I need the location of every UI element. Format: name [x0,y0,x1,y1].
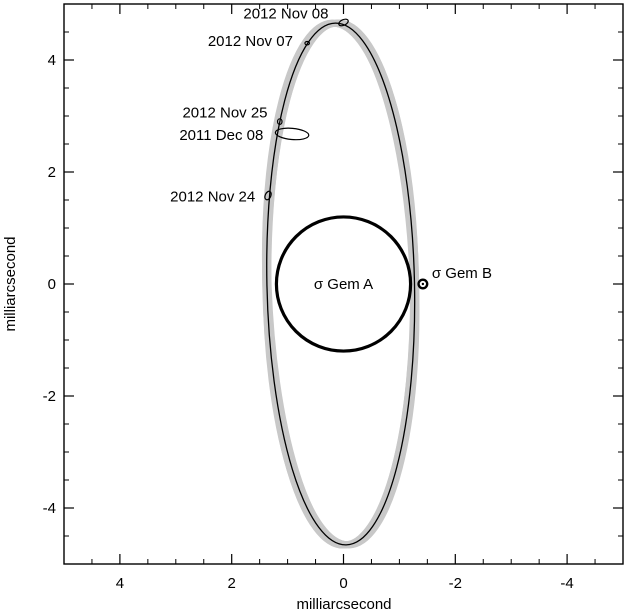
y-axis-title: milliarcsecond [2,236,19,331]
measurement-label: 2011 Dec 08 [179,127,263,144]
measurement-ellipse [338,18,349,27]
measurement-label: 2012 Nov 08 [243,5,328,22]
x-axis-title: milliarcsecond [296,596,391,613]
measurement-label: 2012 Nov 25 [182,105,267,122]
x-tick-label: 2 [228,575,236,592]
y-tick-label: -2 [43,388,56,405]
y-tick-label: 2 [48,164,56,181]
measurement-ellipse [304,40,311,46]
best-fit-orbit [266,22,416,546]
y-tick-label: -4 [43,500,56,517]
measurement-ellipse [276,118,283,125]
y-tick-label: 0 [48,276,56,293]
primary-star-disk [274,215,413,353]
measurement-label: 2012 Nov 24 [170,189,255,206]
measurement-label: 2012 Nov 07 [208,33,293,50]
annotations: 2012 Nov 08 2012 Nov 07 2012 Nov 25 2011 De… [170,5,492,293]
measurement-ellipse [264,190,272,201]
x-tick-label: 4 [116,575,124,592]
x-tick-label: -2 [449,575,462,592]
axis-ticks: 4 2 0 -2 -4 4 2 0 -2 -4 [43,3,624,592]
companion-marker-core [421,282,425,286]
primary-star-label: σ Gem A [314,276,373,293]
y-tick-label: 4 [48,52,56,69]
measurement-ellipse [274,127,310,141]
x-tick-label: -4 [560,575,573,592]
companion-label: σ Gem B [432,265,492,282]
x-tick-label: 0 [339,575,347,592]
companion-marker [417,278,429,290]
chart-marks [264,18,429,546]
